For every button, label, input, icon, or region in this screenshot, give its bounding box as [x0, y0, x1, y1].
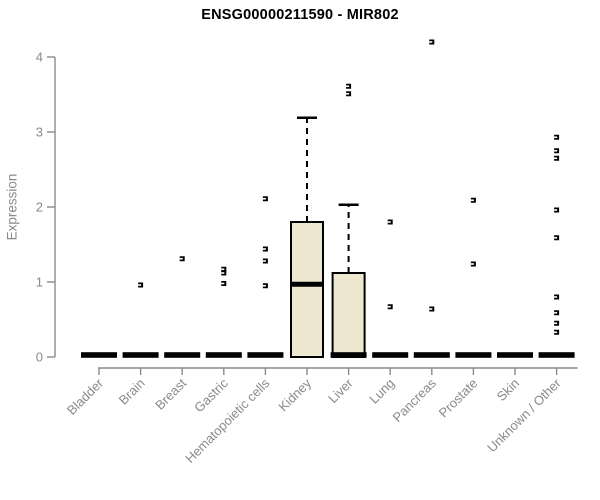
zero-bar [330, 352, 367, 358]
zero-bar [413, 352, 450, 358]
outlier-point-notch [554, 136, 558, 139]
x-tick-label: Gastric [191, 375, 231, 415]
x-tick-label: Breast [152, 375, 189, 412]
x-tick-label: Kidney [275, 375, 314, 414]
outlier-point-notch [387, 305, 391, 308]
box [331, 272, 366, 358]
y-tick-label: 4 [36, 50, 43, 65]
zero-bar [538, 352, 575, 358]
median-line [291, 281, 323, 287]
outlier-point-notch [346, 85, 350, 88]
chart-title: ENSG00000211590 - MIR802 [201, 7, 399, 23]
outlier-point-notch [554, 149, 558, 152]
outlier-point-notch [470, 263, 474, 265]
zero-bar [122, 352, 159, 358]
outlier-point-notch [346, 92, 350, 95]
x-tick-label: Pancreas [389, 375, 439, 425]
outlier-point-notch [429, 308, 433, 310]
x-tick-label: Liver [325, 375, 356, 406]
outlier-point-notch [554, 322, 558, 325]
outlier-point-notch [262, 284, 266, 287]
zero-bar [81, 352, 117, 358]
outlier-point-notch [221, 272, 225, 274]
outlier-point-notch [554, 157, 558, 160]
zero-bar [247, 352, 284, 358]
x-tick-label: Brain [116, 376, 148, 408]
x-tick-label: Skin [494, 376, 522, 404]
x-tick-label: Unknown / Other [484, 375, 564, 455]
zero-bar [372, 352, 409, 358]
zero-bar [205, 352, 242, 358]
y-tick-label: 1 [36, 275, 43, 290]
outlier-point-notch [221, 282, 225, 285]
outlier-point-notch [554, 236, 558, 239]
outlier-point-notch [554, 209, 558, 211]
outlier-point-notch [554, 331, 558, 334]
zero-bar [164, 352, 201, 358]
outlier-point-notch [179, 257, 183, 260]
outlier-point-notch [554, 296, 558, 298]
box [290, 221, 324, 358]
zero-bar [497, 352, 533, 358]
y-tick-label: 2 [36, 200, 43, 215]
outlier-point-notch [138, 284, 142, 286]
zero-bar [455, 352, 492, 358]
outlier-point-notch [470, 199, 474, 202]
outlier-point-notch [262, 248, 266, 250]
outlier-point-notch [387, 221, 391, 223]
outlier-point-notch [262, 260, 266, 262]
y-tick-label: 0 [36, 350, 43, 365]
outlier-point-notch [554, 311, 558, 314]
y-tick-label: 3 [36, 125, 43, 140]
x-tick-label: Prostate [436, 376, 481, 421]
x-tick-label: Bladder [64, 375, 107, 418]
outlier-point-notch [429, 41, 433, 43]
outlier-point-notch [221, 268, 225, 271]
outlier-point-notch [262, 197, 266, 200]
x-tick-label: Lung [366, 376, 397, 407]
